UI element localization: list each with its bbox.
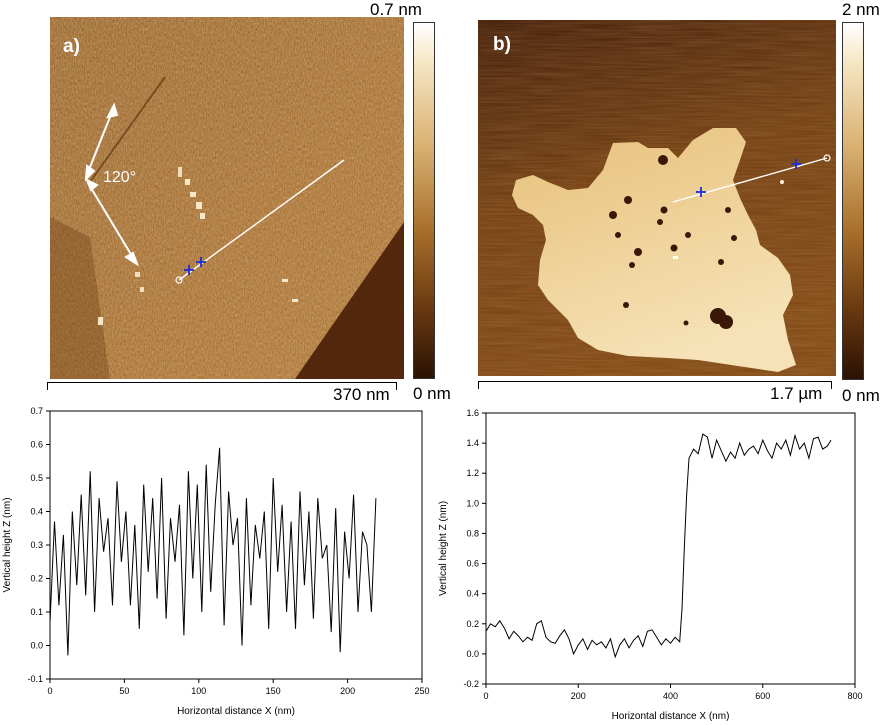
island-b — [512, 128, 796, 372]
afm-image-b — [478, 20, 836, 376]
scale-bar-b-label: 1.7 µm — [770, 384, 823, 403]
x-tick-label: 200 — [571, 691, 586, 701]
profile-line-b[interactable] — [672, 157, 828, 203]
scale-bar-a-label: 370 nm — [333, 385, 390, 404]
x-axis-label: Horizontal distance X (nm) — [612, 711, 730, 722]
panel-label-b: b) — [493, 34, 511, 55]
bright-features-a — [98, 167, 298, 325]
colorbar-a-min: 0 nm — [413, 384, 451, 403]
y-tick-label: -0.2 — [463, 679, 479, 689]
x-tick-label: 200 — [340, 686, 355, 696]
x-tick-label: 800 — [847, 691, 862, 701]
angle-arrows-a — [84, 102, 139, 267]
y-tick-label: 0.1 — [30, 607, 43, 617]
y-tick-label: 0.8 — [466, 528, 479, 538]
colorbar-b-max: 2 nm — [842, 0, 880, 19]
scale-bar-b — [478, 381, 832, 389]
colorbar-b — [842, 22, 864, 380]
holes-b — [609, 155, 737, 329]
cursor-markers-b[interactable] — [696, 159, 801, 197]
y-tick-label: 0.0 — [30, 641, 43, 651]
y-tick-label: 1.2 — [466, 468, 479, 478]
x-tick-label: 400 — [663, 691, 678, 701]
cursor-markers-a[interactable] — [184, 257, 206, 275]
colorbar-a-max: 0.7 nm — [370, 0, 422, 19]
y-tick-label: 0.7 — [30, 406, 43, 416]
series-line — [49, 447, 377, 656]
x-axis-label: Horizontal distance X (nm) — [177, 706, 295, 717]
y-tick-label: 1.4 — [466, 438, 479, 448]
scale-bar-a — [47, 382, 397, 390]
y-tick-label: 1.0 — [466, 498, 479, 508]
y-tick-label: 0.2 — [466, 619, 479, 629]
x-tick-label: 100 — [191, 686, 206, 696]
x-tick-label: 150 — [266, 686, 281, 696]
profile-start-marker-a[interactable] — [175, 276, 183, 284]
x-tick-label: 0 — [47, 686, 52, 696]
y-tick-label: -0.1 — [27, 674, 43, 684]
y-axis-label: Vertical height Z (nm) — [2, 497, 13, 592]
colorbar-b-min: 0 nm — [842, 386, 880, 405]
y-tick-label: 0.0 — [466, 649, 479, 659]
plot-frame — [49, 410, 423, 680]
y-tick-label: 0.6 — [30, 440, 43, 450]
y-tick-label: 0.2 — [30, 574, 43, 584]
profile-line-a[interactable] — [178, 159, 345, 281]
x-tick-label: 600 — [755, 691, 770, 701]
panel-label-a: a) — [63, 36, 80, 57]
y-tick-label: 0.5 — [30, 473, 43, 483]
y-tick-label: 1.6 — [466, 408, 479, 418]
y-axis-label: Vertical height Z (nm) — [438, 501, 449, 596]
height-profile-chart-a: 0 50 100 150 200 250 -0.1 0.0 0.1 0.2 0.3 0.4 0.5 0.6… — [2, 406, 430, 717]
y-tick-label: 0.3 — [30, 540, 43, 550]
angle-label: 120° — [103, 169, 137, 186]
height-profile-chart-b: 0 200 400 600 800 -0.2 0.0 0.2 0.4 0.6 0.8 1.0 1.2 1.… — [438, 408, 863, 722]
series-line — [485, 433, 832, 659]
colorbar-a — [413, 22, 435, 379]
x-tick-label: 250 — [414, 686, 429, 696]
x-tick-label: 50 — [119, 686, 129, 696]
y-tick-label: 0.6 — [466, 559, 479, 569]
x-tick-label: 0 — [483, 691, 488, 701]
y-tick-label: 0.4 — [30, 507, 43, 517]
afm-image-a — [50, 17, 404, 379]
y-tick-label: 0.4 — [466, 589, 479, 599]
profile-end-marker-b[interactable] — [823, 154, 831, 162]
